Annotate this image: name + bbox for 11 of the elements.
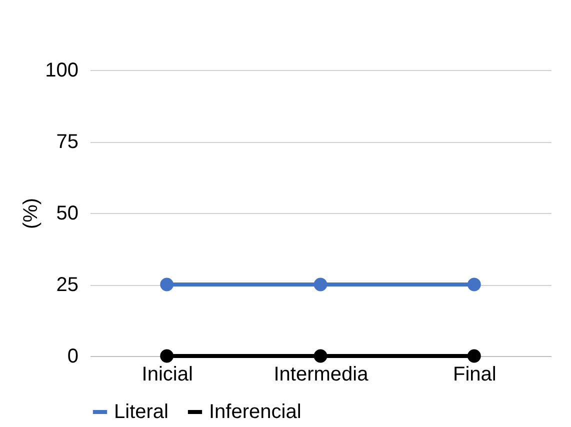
y-axis-title: (%) [20, 198, 42, 230]
y-tick-label: 0 [67, 346, 78, 368]
y-tick-label: 25 [56, 274, 78, 296]
y-tick-label: 100 [45, 60, 78, 82]
legend-label: Literal [114, 401, 168, 423]
x-tick-label: Intermedia [274, 364, 370, 386]
y-tick-label: 75 [56, 131, 78, 153]
x-tick-label: Final [452, 364, 496, 386]
x-tick-label: Inicial [142, 364, 193, 386]
y-tick-label: 50 [56, 202, 78, 224]
legend-label: Inferencial [209, 401, 302, 423]
